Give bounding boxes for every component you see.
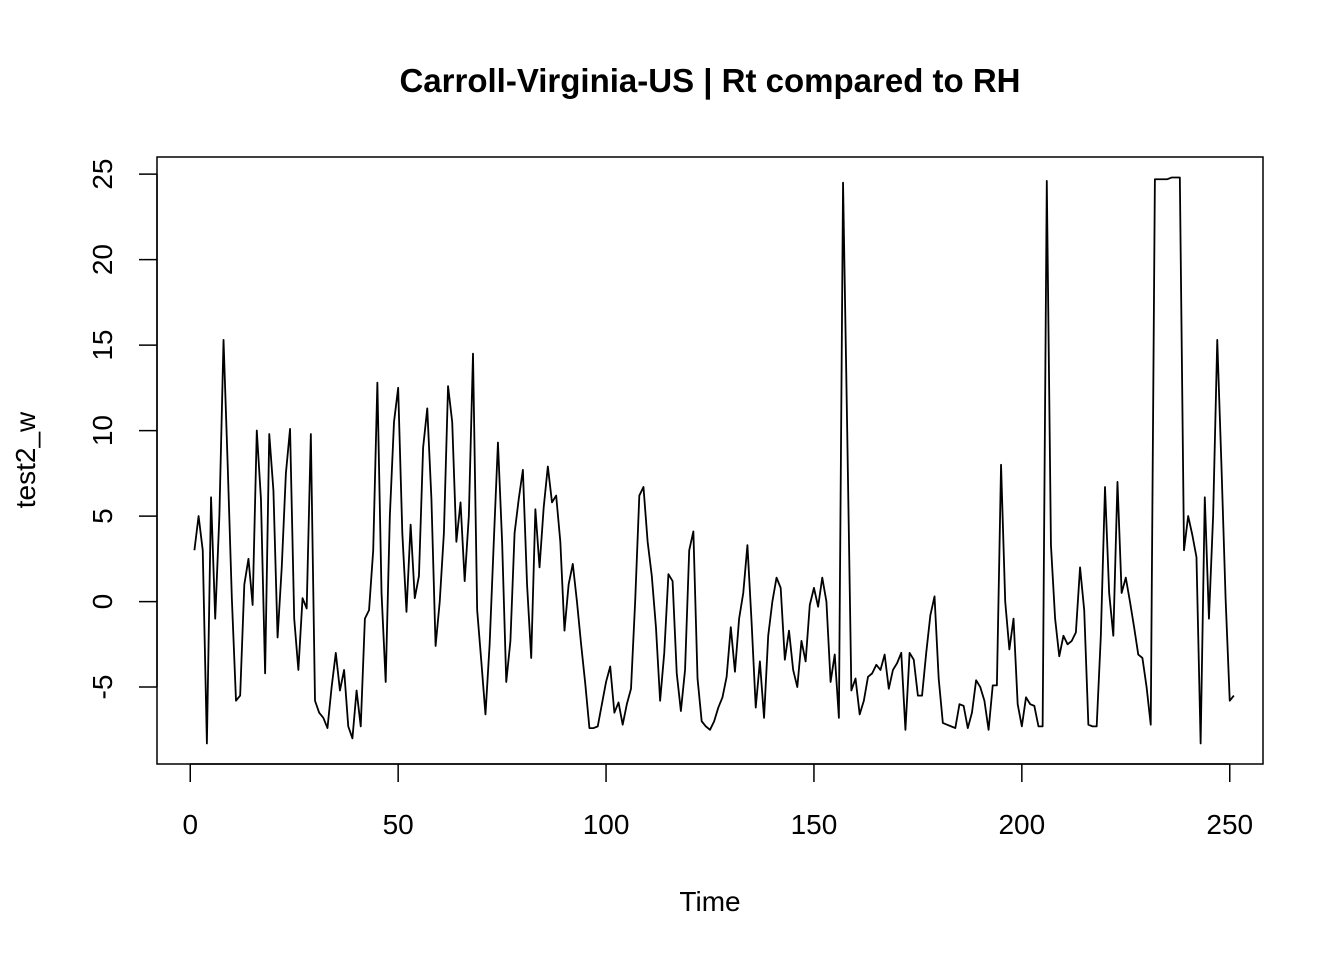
x-tick-label: 150 [791,809,838,840]
x-tick-label: 250 [1206,809,1253,840]
x-tick-label: 200 [998,809,1045,840]
x-tick-label: 50 [383,809,414,840]
y-tick-label: 0 [87,594,118,610]
y-axis-label: test2_w [10,411,41,508]
x-tick-label: 100 [583,809,630,840]
x-tick-label: 0 [182,809,198,840]
y-tick-label: 15 [87,330,118,361]
x-axis-label: Time [679,886,740,917]
y-tick-label: -5 [87,675,118,700]
x-axis: 0 50 100 150 200 250 [182,763,1253,840]
y-tick-label: 10 [87,415,118,446]
y-axis: -5 0 5 10 15 20 25 [87,159,158,700]
series-line [193,176,1235,745]
y-tick-label: 25 [87,159,118,190]
y-tick-label: 5 [87,508,118,524]
chart-title: Carroll-Virginia-US | Rt compared to RH [399,62,1020,99]
y-tick-label: 20 [87,244,118,275]
